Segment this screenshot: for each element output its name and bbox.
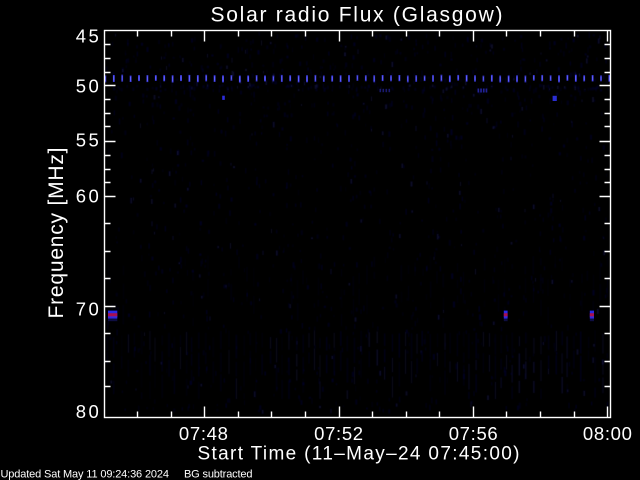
svg-text:07:48: 07:48 <box>179 423 228 444</box>
svg-text:Frequency [MHz]: Frequency [MHz] <box>45 148 68 319</box>
svg-text:BG subtracted: BG subtracted <box>184 469 253 480</box>
svg-text:07:52: 07:52 <box>314 423 363 444</box>
svg-text:Solar radio Flux (Glasgow): Solar radio Flux (Glasgow) <box>211 4 503 27</box>
svg-text:07:56: 07:56 <box>449 423 498 444</box>
svg-text:Start Time (11–May–24 07:45:00: Start Time (11–May–24 07:45:00) <box>198 444 520 465</box>
svg-text:Updated Sat May 11 09:24:36 20: Updated Sat May 11 09:24:36 2024 <box>1 469 170 480</box>
svg-text:08:00: 08:00 <box>583 423 632 444</box>
